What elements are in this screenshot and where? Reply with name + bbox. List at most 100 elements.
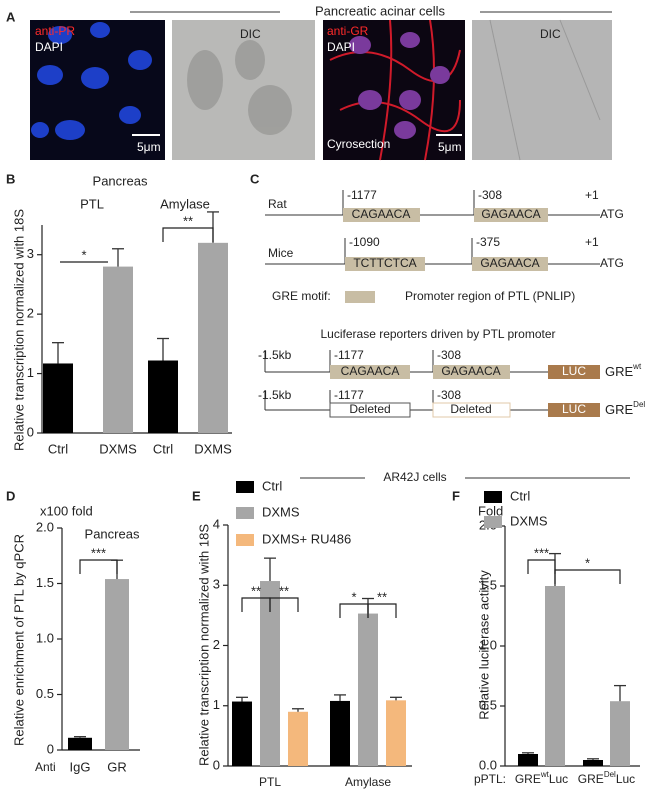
significance-label: *	[351, 589, 356, 604]
bar	[386, 700, 406, 766]
x-tick-label: DXMS	[194, 441, 232, 456]
y-tick-label: 0.5	[479, 697, 497, 712]
y-tick-label: 0	[213, 757, 220, 772]
bar	[148, 360, 178, 433]
construct: GREwt	[605, 362, 642, 379]
position: -308	[478, 188, 502, 202]
header-bg	[280, 3, 480, 21]
bar	[198, 242, 228, 433]
legend-label: Ctrl	[510, 488, 530, 503]
category-name: PTL	[259, 775, 281, 789]
x-tick-label: GREDelLuc	[578, 770, 635, 786]
legend-swatch	[484, 491, 502, 503]
legend-swatch	[236, 534, 254, 546]
construct-sup: wt	[632, 362, 642, 371]
position: -308	[437, 348, 461, 362]
y-tick-label: 3	[27, 246, 34, 261]
panel-c-text: Rat -1177 CAGAACA -308 GAGAACA +1 ATG Mi…	[258, 188, 645, 417]
legend-swatch	[236, 507, 254, 519]
motif: GAGAACA	[481, 207, 540, 221]
header: AR42J cells	[383, 470, 446, 484]
chart-title: Pancreas	[85, 526, 140, 541]
construct-sup: Del	[633, 400, 645, 409]
image-gr	[323, 20, 465, 160]
motif: GAGAACA	[480, 256, 539, 270]
x-tick-label: GREwtLuc	[515, 770, 568, 786]
scale-label: 5μm	[438, 140, 462, 154]
section-label: Cyrosection	[327, 137, 390, 151]
position: +1	[585, 235, 599, 249]
significance-label: *	[585, 555, 590, 570]
position: -1177	[334, 388, 364, 402]
construct-name: GRE	[605, 402, 634, 417]
category-name: GRE	[578, 772, 604, 786]
y-axis-label: Relative transcription normalized with 1…	[11, 209, 26, 451]
panel-label: C	[250, 171, 260, 186]
bar	[232, 701, 252, 766]
motif: TCTTCTCA	[353, 256, 416, 270]
y-tick-label: 1	[213, 697, 220, 712]
x-tick-label: Amylase	[345, 775, 391, 789]
significance-label: **	[251, 583, 261, 598]
panel-label: F	[452, 488, 460, 503]
panel-label: E	[192, 488, 201, 503]
x-tick-label: DXMS	[99, 441, 137, 456]
construct: GREDel	[605, 400, 645, 417]
significance-bracket	[527, 559, 556, 574]
bar	[545, 586, 565, 766]
codon: ATG	[600, 256, 624, 270]
species: Rat	[268, 197, 287, 211]
position: -1090	[349, 235, 380, 249]
position: -1177	[347, 188, 377, 202]
reporter-title: Luciferase reporters driven by PTL promo…	[321, 327, 556, 341]
texture	[489, 19, 601, 161]
x-tick-label: GR	[107, 759, 127, 774]
significance-bracket	[554, 569, 621, 584]
y-tick-label: 3	[213, 577, 220, 592]
category-name: Amylase	[345, 775, 391, 789]
category-suffix: Luc	[549, 772, 568, 786]
legend-swatch	[484, 516, 502, 528]
legend-swatch	[236, 481, 254, 493]
bar	[288, 711, 308, 766]
stain-label: anti-GR	[327, 24, 369, 38]
panel-label: B	[6, 171, 15, 186]
significance-bracket	[269, 597, 299, 612]
bar	[358, 613, 378, 766]
stain-label: DAPI	[35, 40, 63, 54]
bar	[518, 754, 538, 766]
nuclei	[31, 22, 152, 140]
bar	[260, 581, 280, 766]
motif: Deleted	[450, 402, 491, 416]
bar	[105, 579, 129, 750]
y-tick-label: 1.0	[479, 637, 497, 652]
motif: CAGAACA	[341, 364, 400, 378]
codon: ATG	[600, 207, 624, 221]
position: -1177	[334, 348, 364, 362]
y-tick-label: 4	[213, 516, 220, 531]
group-label: PTL	[80, 196, 104, 211]
panel-a-title: Pancreatic acinar cells	[315, 3, 446, 18]
significance-label: **	[377, 589, 387, 604]
unit-label: Fold	[478, 503, 503, 518]
bar	[330, 700, 350, 766]
image-pr	[30, 20, 165, 160]
position: -308	[437, 388, 461, 402]
x-axis-label: Anti	[35, 760, 56, 774]
y-tick-label: 0.5	[36, 686, 54, 701]
legend-label: Promoter region of PTL (PNLIP)	[405, 289, 575, 303]
y-tick-label: 2.0	[36, 519, 54, 534]
group-label: Amylase	[160, 196, 210, 211]
y-tick-label: 0	[47, 741, 54, 756]
chart-title: Pancreas	[93, 173, 148, 188]
chart: 0 0.5 1.0 1.5 2.0 Relative enrichment of PTL …	[11, 503, 140, 774]
scale-label: 5μm	[137, 140, 161, 154]
position: +1	[585, 188, 599, 202]
panel-label: A	[6, 9, 16, 24]
significance-label: ***	[91, 545, 106, 560]
legend-label: GRE motif:	[272, 289, 331, 303]
bar	[610, 701, 630, 766]
